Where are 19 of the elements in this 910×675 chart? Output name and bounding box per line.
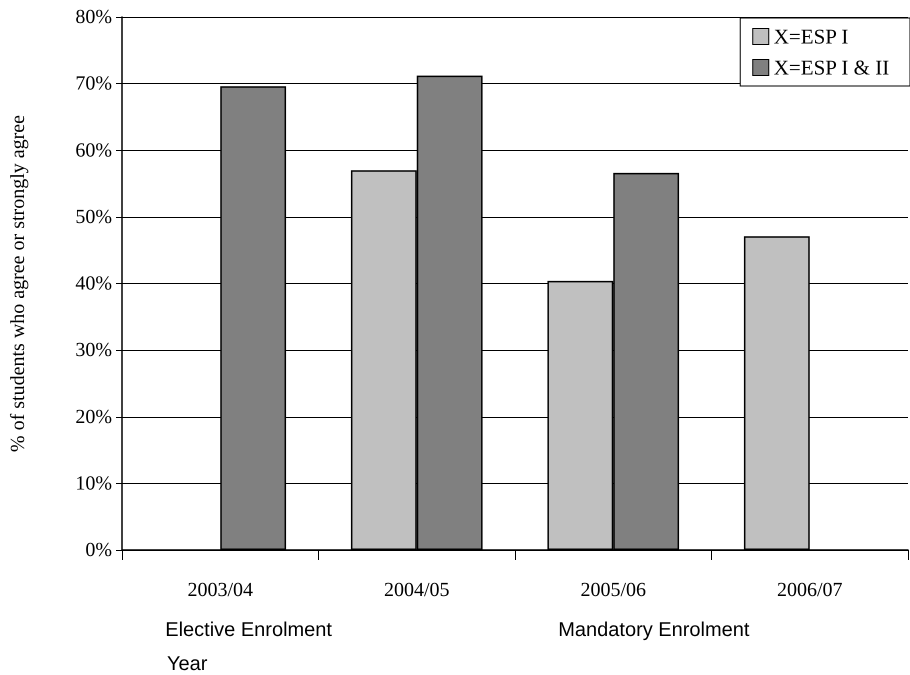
x-tick-label: 2003/04 [187,579,254,601]
y-tick-label: 10% [75,472,112,494]
x-tick-label: 2004/05 [384,579,450,601]
y-tick-label: 50% [75,206,112,228]
legend-label: X=ESP I & II [774,56,890,80]
text: Elective Enrolment [165,619,332,641]
y-tick-label: 0% [85,539,112,561]
y-tick-label: 30% [75,339,112,362]
y-tick-label: 60% [75,139,112,162]
y-tick-label: 20% [75,406,112,428]
y-tick-label: 80% [75,6,112,28]
y-tick-label: 70% [75,72,112,95]
y-axis-title: % of students who agree or strongly agree [7,114,29,452]
x-axis-title: Year [167,653,208,675]
legend-label: X=ESP I [774,24,848,48]
y-tick-label: 40% [75,272,112,294]
x-tick-label: 2006/07 [776,579,843,601]
text: Mandatory Enrolment [558,619,750,641]
x-tick-label: 2005/06 [580,579,646,601]
